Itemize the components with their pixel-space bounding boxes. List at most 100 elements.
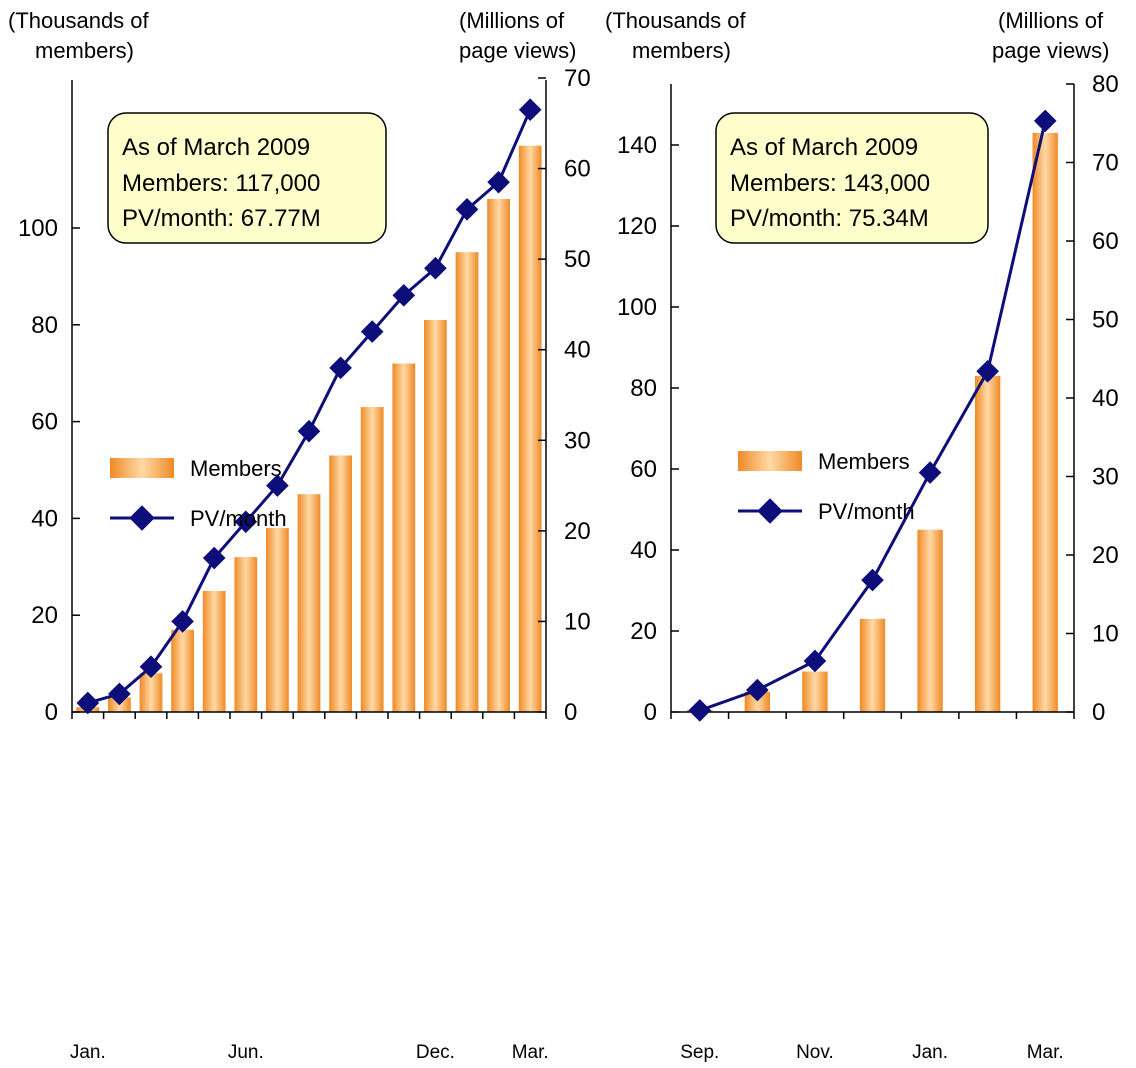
chart-1-bar-2 (139, 673, 163, 712)
chart-2: (Thousands of members) (Millions of page… (605, 8, 1119, 1063)
chart-1-left-ticks: 0 20 40 60 80 100 (18, 215, 80, 726)
chart-1-legend: Members PV/month (110, 456, 287, 531)
chart-2-pv-point-6 (1033, 109, 1057, 133)
chart-2-bar-4 (917, 529, 943, 712)
chart-2-legend: Members PV/month (738, 449, 915, 524)
chart-1-right-axis-label-line1: (Millions of (459, 8, 565, 33)
chart-2-right-tick-0: 0 (1092, 699, 1105, 726)
chart-2-pv-point-4 (918, 461, 942, 484)
chart-2-left-tick-80: 80 (630, 375, 657, 402)
chart-1-left-tick-20: 20 (31, 602, 58, 629)
chart-1-left-tick-80: 80 (31, 312, 58, 339)
chart-2-legend-pv-marker (757, 498, 783, 524)
chart-1-left-tick-0: 0 (45, 699, 58, 726)
chart-1-pv-point-14 (518, 98, 542, 122)
chart-2-note-line1: As of March 2009 (730, 134, 918, 161)
chart-1-pv-point-11 (424, 256, 447, 280)
chart-2-right-ticks: 0 10 20 30 40 50 60 70 80 (1066, 71, 1119, 726)
chart-1-legend-members-label: Members (190, 456, 282, 481)
chart-1-bar-4 (202, 591, 226, 712)
chart-2-right-axis-label-line1: (Millions of (998, 8, 1104, 33)
chart-2-right-tick-80: 80 (1092, 71, 1119, 98)
chart-2-left-tick-100: 100 (617, 294, 657, 321)
chart-2-note-line2: Members: 143,000 (730, 170, 930, 197)
chart-2-x-ticks: Sep. Nov. Jan. Mar. (670, 712, 1075, 1063)
chart-2-pv-point-2 (803, 649, 827, 673)
chart-1-bar-3 (171, 629, 194, 712)
chart-2-legend-pv-label: PV/month (818, 499, 915, 524)
chart-1-x-tick-label-14: Mar. (512, 1042, 549, 1063)
chart-2-right-tick-40: 40 (1092, 385, 1119, 412)
chart-2-pv-line (688, 109, 1057, 722)
chart-2-note-line3: PV/month: 75.34M (730, 205, 929, 232)
chart-2-left-ticks: 0 20 40 60 80 100 120 140 (617, 132, 679, 726)
chart-1-right-tick-10: 10 (564, 608, 591, 635)
chart-1-note-line1: As of March 2009 (122, 134, 310, 161)
chart-1-left-tick-40: 40 (31, 505, 58, 532)
chart-1-note-line3: PV/month: 67.77M (122, 205, 321, 232)
chart-2-left-axis-label-line1: (Thousands of (605, 8, 747, 33)
chart-1-legend-pv-label: PV/month (190, 506, 287, 531)
chart-1-note-line2: Members: 117,000 (122, 170, 320, 197)
chart-1-note: As of March 2009 Members: 117,000 PV/mon… (107, 112, 387, 244)
chart-2-x-tick-label-2: Nov. (796, 1042, 834, 1063)
chart-1-legend-members-swatch (110, 458, 174, 478)
chart-2-left-tick-0: 0 (644, 699, 657, 726)
chart-2-x-tick-label-4: Jan. (912, 1042, 948, 1063)
chart-1-left-axis-label-line1: (Thousands of (8, 8, 150, 33)
chart-2-pv-point-3 (861, 568, 884, 592)
chart-1-right-ticks: 0 10 20 30 40 50 60 70 (538, 65, 591, 726)
chart-1-pv-point-10 (392, 284, 416, 307)
chart-1-bar-14 (518, 145, 542, 713)
chart-1-left-axis-label-line2: members) (35, 38, 134, 63)
chart-2-left-tick-120: 120 (617, 213, 657, 240)
chart-2-x-tick-label-6: Mar. (1027, 1042, 1064, 1063)
chart-1-right-tick-20: 20 (564, 518, 591, 545)
chart-1-bar-6 (266, 528, 289, 712)
chart-1-pv-point-7 (297, 419, 321, 443)
chart-2-pv-point-0 (688, 699, 712, 722)
chart-2-legend-members-label: Members (818, 449, 910, 474)
chart-2-bar-3 (859, 618, 886, 712)
chart-1-left-tick-60: 60 (31, 409, 58, 436)
chart-1-pv-point-8 (329, 356, 352, 380)
chart-1-bar-10 (392, 363, 416, 712)
chart-1-legend-pv-marker (129, 505, 155, 531)
chart-1-right-tick-0: 0 (564, 699, 577, 726)
chart-2-left-tick-140: 140 (617, 132, 657, 159)
chart-1-bar-9 (360, 407, 384, 712)
chart-2-right-tick-50: 50 (1092, 307, 1119, 334)
chart-1-x-tick-label-5: Jun. (228, 1042, 264, 1063)
chart-2-legend-members-swatch (738, 451, 802, 471)
chart-2-bar-5 (974, 375, 1001, 712)
chart-2-pv-point-5 (976, 359, 999, 383)
chart-1-bar-13 (487, 198, 510, 712)
chart-1: (Thousands of members) (Millions of page… (8, 8, 591, 1063)
chart-2-left-tick-40: 40 (630, 537, 657, 564)
chart-1-x-tick-label-0: Jan. (70, 1042, 106, 1063)
chart-2-bar-2 (802, 671, 828, 712)
chart-2-right-tick-60: 60 (1092, 228, 1119, 255)
chart-1-pv-point-3 (171, 610, 194, 633)
chart-2-right-tick-10: 10 (1092, 621, 1119, 648)
chart-1-bar-5 (234, 557, 258, 712)
chart-1-x-ticks: Jan. Jun. Dec. Mar. (70, 712, 549, 1063)
chart-2-note: As of March 2009 Members: 143,000 PV/mon… (715, 112, 989, 244)
chart-1-x-tick-label-11: Dec. (416, 1042, 455, 1063)
chart-1-pv-point-1 (108, 682, 131, 706)
chart-2-right-tick-20: 20 (1092, 542, 1119, 569)
chart-1-right-axis-label-line2: page views) (459, 38, 576, 63)
chart-2-left-tick-60: 60 (630, 456, 657, 483)
chart-1-right-tick-60: 60 (564, 156, 591, 183)
chart-1-pv-point-6 (266, 474, 289, 497)
chart-1-pv-point-0 (76, 691, 100, 715)
chart-1-pv-point-9 (360, 320, 384, 343)
chart-2-left-axis-label-line2: members) (632, 38, 731, 63)
chart-2-bar-1 (744, 691, 771, 712)
chart-2-right-axis-label-line2: page views) (992, 38, 1109, 63)
chart-1-bar-7 (297, 494, 321, 712)
chart-2-right-tick-30: 30 (1092, 464, 1119, 491)
chart-2-note-box (715, 112, 989, 244)
chart-2-bars (687, 132, 1058, 713)
chart-1-left-tick-100: 100 (18, 215, 58, 242)
